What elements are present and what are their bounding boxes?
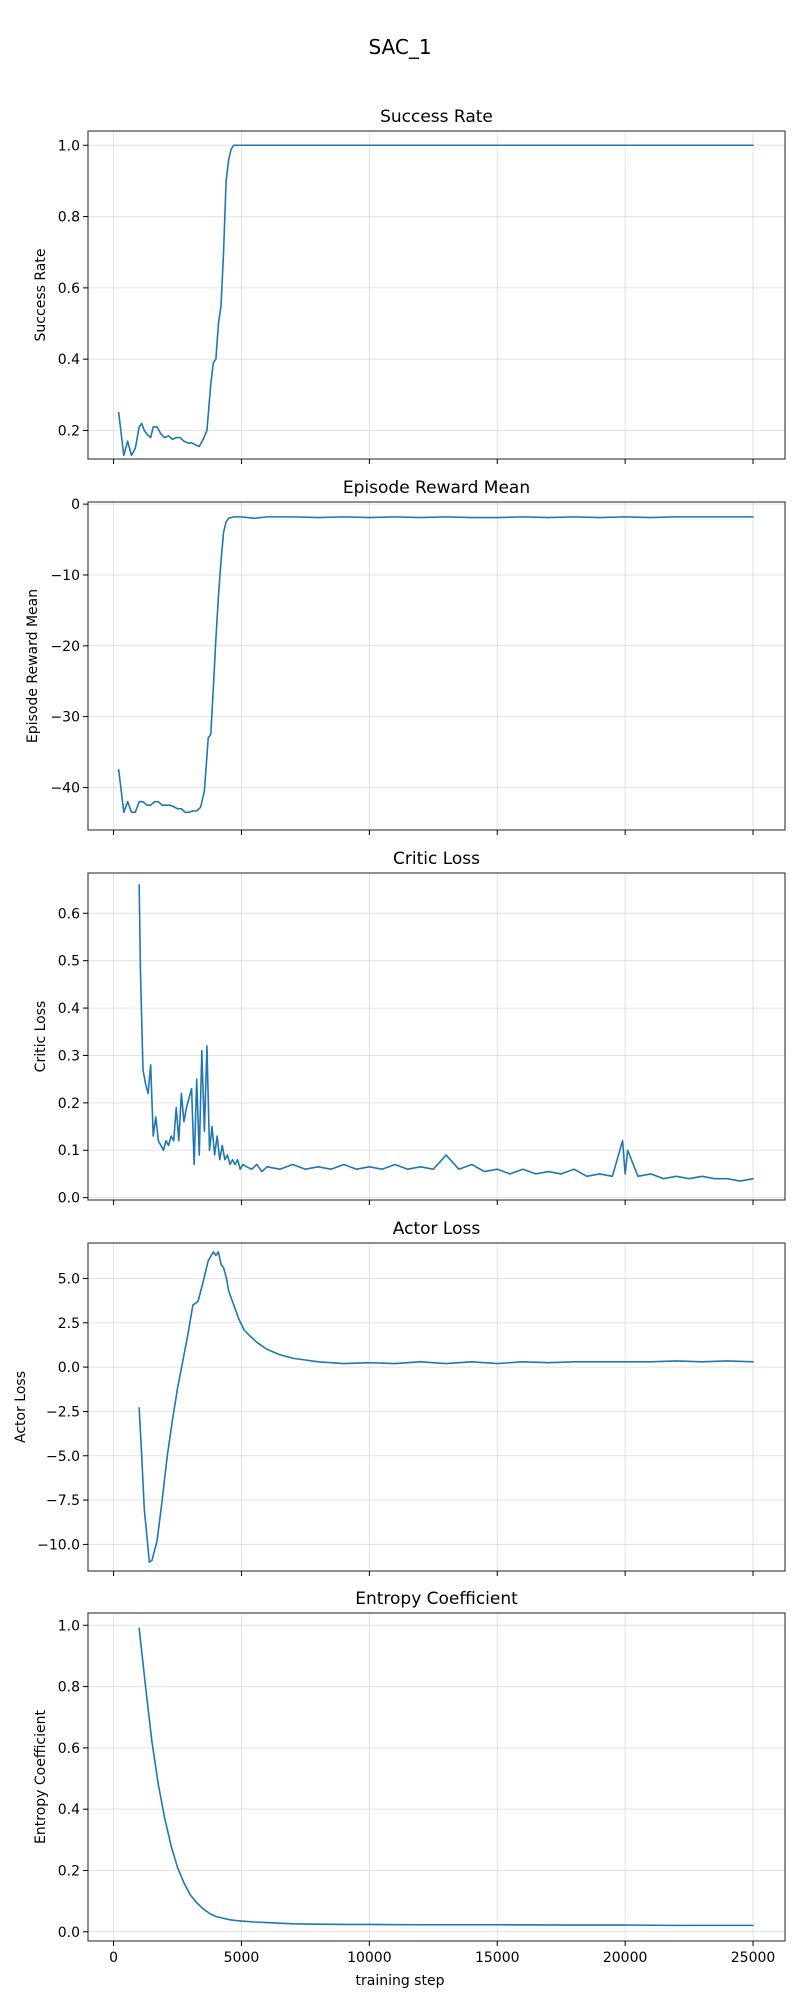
x-tick-label: 20000: [603, 1950, 648, 1966]
y-tick-label: 0.2: [58, 423, 80, 439]
subplot-5: 0.0 0.2 0.4 0.6 0.8 1.0 0 5000 10000 15000 20000 25…: [33, 1589, 786, 1966]
x-tick-label: 10000: [347, 1950, 392, 1966]
y-tick-label: 0.6: [58, 906, 80, 922]
y-tick-label: 0: [71, 497, 80, 513]
y-tick-label: 0.3: [58, 1048, 80, 1064]
y-tick-label: 0.8: [58, 210, 80, 226]
y-tick-label: −30: [50, 710, 80, 726]
plot-frame: [87, 130, 786, 460]
plot-frame: [87, 501, 786, 831]
figure-title: SAC_1: [368, 35, 431, 59]
x-tick-label: 15000: [475, 1950, 520, 1966]
y-axis-label: Actor Loss: [13, 1371, 29, 1443]
subplot-1: 0.2 0.4 0.6 0.8 1.0 Success Rate Success Rate: [33, 107, 786, 464]
y-tick-label: 0.4: [58, 1001, 80, 1017]
x-tick-label: 5000: [224, 1950, 260, 1966]
series-line: [117, 144, 754, 457]
y-tick-label: 0.5: [58, 954, 80, 970]
x-axis-label: training step: [356, 1973, 445, 1989]
plot-frame: [87, 1242, 786, 1572]
x-tick-label: 25000: [731, 1950, 776, 1966]
subplot-3: 0.0 0.1 0.2 0.3 0.4 0.5 0.6 Critic Loss Critic L…: [33, 849, 786, 1207]
y-tick-label: 5.0: [58, 1271, 80, 1287]
series-line: [138, 1627, 754, 1927]
y-tick-label: −5.0: [46, 1449, 80, 1465]
y-tick-label: −7.5: [46, 1493, 80, 1509]
y-tick-label: −10: [50, 568, 80, 584]
plot-frame: [87, 872, 786, 1201]
y-tick-label: 0.4: [58, 1802, 80, 1818]
y-tick-label: 0.0: [58, 1360, 80, 1376]
y-tick-label: 1.0: [58, 1618, 80, 1634]
y-axis-label: Success Rate: [33, 249, 49, 342]
y-tick-label: 0.0: [58, 1191, 80, 1207]
y-tick-label: −40: [50, 780, 80, 796]
series-line: [117, 516, 754, 814]
y-tick-label: 0.1: [58, 1143, 80, 1159]
y-tick-label: 0.2: [58, 1096, 80, 1112]
y-axis-label: Episode Reward Mean: [25, 589, 41, 743]
subplot-title: Actor Loss: [393, 1219, 481, 1239]
series-line: [138, 1251, 754, 1563]
subplot-title: Success Rate: [380, 107, 493, 127]
y-axis-label: Critic Loss: [33, 1001, 49, 1073]
x-tick-label: 0: [109, 1950, 118, 1966]
subplot-title: Entropy Coefficient: [355, 1589, 518, 1609]
y-axis-label: Entropy Coefficient: [33, 1710, 49, 1844]
y-tick-label: 0.0: [58, 1925, 80, 1941]
plot-frame: [87, 1612, 786, 1942]
y-tick-label: 0.6: [58, 281, 80, 297]
series-line: [138, 884, 754, 1182]
subplot-panels: 0.2 0.4 0.6 0.8 1.0 Success Rate Success Rate −…: [13, 107, 786, 1966]
subplot-title: Critic Loss: [393, 849, 480, 869]
y-tick-label: 0.8: [58, 1680, 80, 1696]
y-tick-label: −2.5: [46, 1404, 80, 1420]
y-tick-label: −20: [50, 639, 80, 655]
subplot-title: Episode Reward Mean: [343, 478, 530, 498]
subplot-4: −10.0 −7.5 −5.0 −2.5 0.0 2.5 5.0 Actor Loss Acto…: [13, 1219, 786, 1576]
y-tick-label: 0.4: [58, 352, 80, 368]
y-tick-label: 2.5: [58, 1316, 80, 1332]
y-tick-label: 0.2: [58, 1863, 80, 1879]
y-tick-label: 1.0: [58, 138, 80, 154]
y-tick-label: 0.6: [58, 1741, 80, 1757]
subplot-2: −40 −30 −20 −10 0 Episode Reward Mean Episode …: [25, 478, 786, 835]
y-tick-label: −10.0: [37, 1537, 80, 1553]
